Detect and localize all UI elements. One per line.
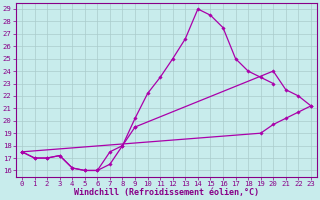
X-axis label: Windchill (Refroidissement éolien,°C): Windchill (Refroidissement éolien,°C) <box>74 188 259 197</box>
